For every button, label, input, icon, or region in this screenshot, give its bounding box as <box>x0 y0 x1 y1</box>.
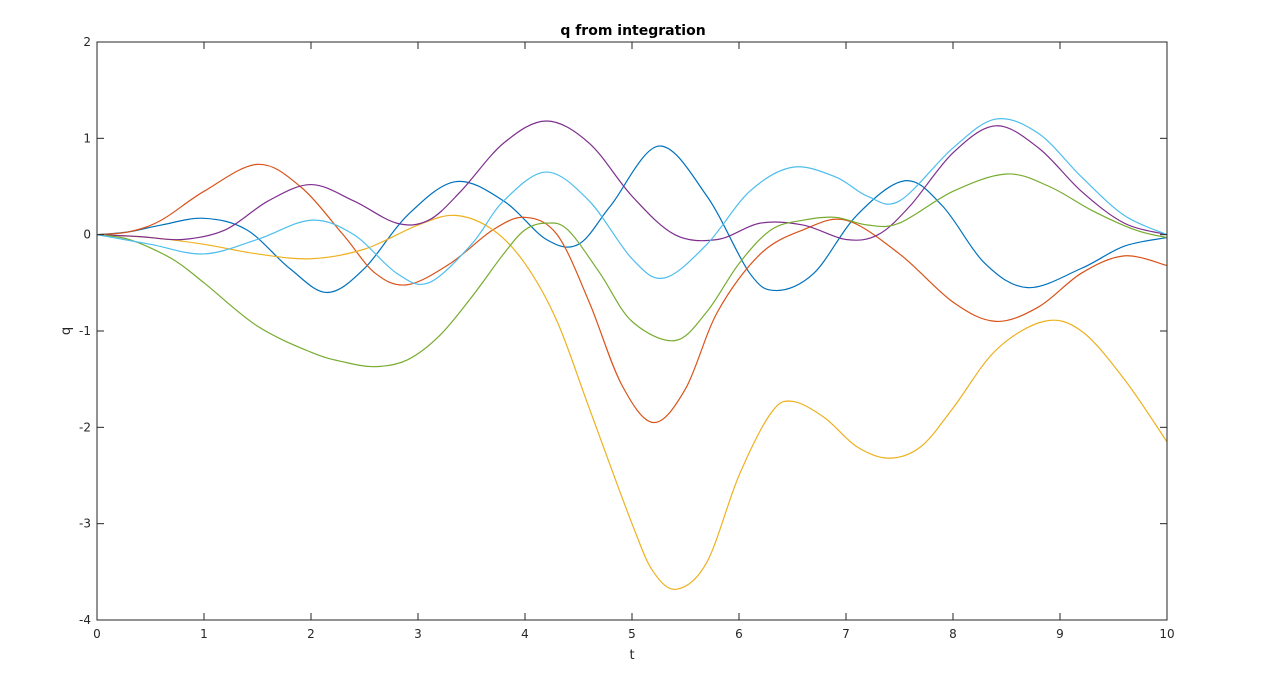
y-tick-label-1: -3 <box>79 517 91 531</box>
chart-title: q from integration <box>560 23 705 39</box>
x-tick-label-9: 9 <box>1056 627 1064 641</box>
x-axis-label: t <box>629 648 634 663</box>
y-tick-label-5: 1 <box>83 131 91 145</box>
y-tick-label-2: -2 <box>79 420 91 434</box>
y-tick-label-4: 0 <box>83 228 91 242</box>
series-line-5 <box>96 173 1168 368</box>
series-line-4 <box>96 120 1168 242</box>
x-tick-label-10: 10 <box>1159 627 1174 641</box>
series-line-1 <box>96 145 1168 294</box>
x-tick-label-3: 3 <box>414 627 422 641</box>
y-tick-label-0: -4 <box>79 613 91 627</box>
series-line-2 <box>96 163 1168 424</box>
y-axis-label: q <box>59 327 74 335</box>
x-tick-label-6: 6 <box>735 627 743 641</box>
x-tick-label-5: 5 <box>628 627 636 641</box>
series-group <box>96 118 1168 590</box>
x-tick-label-7: 7 <box>842 627 850 641</box>
tick-group: 0 1 2 3 4 5 6 7 8 9 10 -4 -3 -2 -1 0 1 2 <box>79 35 1175 641</box>
y-tick-label-3: -1 <box>79 324 91 338</box>
x-tick-label-1: 1 <box>200 627 208 641</box>
y-tick-label-6: 2 <box>83 35 91 49</box>
x-tick-label-8: 8 <box>949 627 957 641</box>
x-tick-label-0: 0 <box>93 627 101 641</box>
series-line-3 <box>96 214 1168 590</box>
series-line-6 <box>96 118 1168 286</box>
x-tick-label-2: 2 <box>307 627 315 641</box>
x-tick-label-4: 4 <box>521 627 529 641</box>
